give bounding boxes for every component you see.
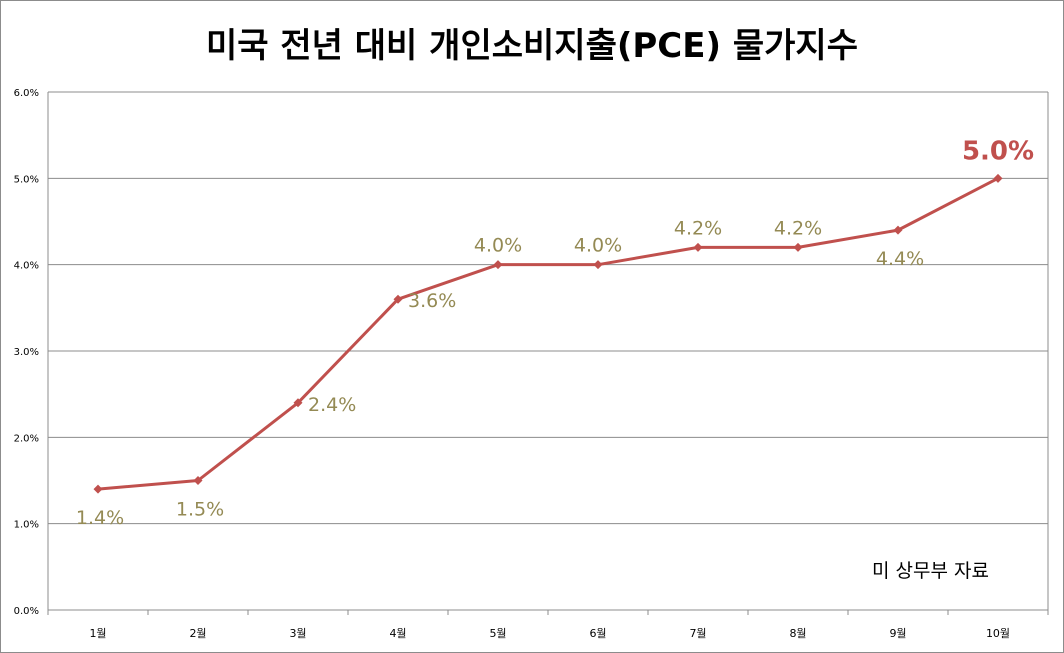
data-label: 1.4% xyxy=(76,507,124,529)
data-label: 4.4% xyxy=(876,248,924,270)
x-tick-label: 9월 xyxy=(889,627,906,640)
data-point xyxy=(393,294,403,304)
x-tick-label: 7월 xyxy=(689,627,706,640)
data-point xyxy=(893,225,903,235)
data-point xyxy=(593,260,603,270)
data-point xyxy=(993,173,1003,183)
data-label: 1.5% xyxy=(176,499,224,521)
data-point xyxy=(193,476,203,485)
data-label: 4.2% xyxy=(774,217,822,239)
x-tick-label: 2월 xyxy=(189,627,206,640)
data-point xyxy=(693,242,703,252)
y-tick-label: 5.0% xyxy=(14,174,39,185)
data-label: 5.0% xyxy=(962,136,1034,166)
x-tick-label: 6월 xyxy=(589,627,606,640)
data-point xyxy=(493,260,503,270)
data-label: 4.2% xyxy=(674,217,722,239)
y-tick-label: 0.0% xyxy=(14,606,39,617)
y-tick-label: 4.0% xyxy=(14,261,39,272)
y-tick-label: 2.0% xyxy=(14,433,39,444)
x-tick-label: 3월 xyxy=(289,627,306,640)
data-point xyxy=(793,242,803,252)
x-tick-label: 5월 xyxy=(489,627,506,640)
data-point xyxy=(93,484,103,494)
x-tick-label: 10월 xyxy=(986,627,1010,640)
data-label: 4.0% xyxy=(474,235,522,257)
data-label: 3.6% xyxy=(408,290,456,312)
series-line xyxy=(97,177,999,491)
x-tick-label: 8월 xyxy=(789,627,806,640)
y-tick-label: 3.0% xyxy=(14,347,39,358)
y-tick-label: 6.0% xyxy=(14,88,39,99)
data-point xyxy=(293,398,303,408)
y-tick-label: 1.0% xyxy=(14,520,39,531)
x-tick-label: 1월 xyxy=(89,627,106,640)
data-label: 4.0% xyxy=(574,235,622,257)
source-annotation: 미 상무부 자료 xyxy=(872,560,989,582)
data-label: 2.4% xyxy=(308,394,356,416)
x-tick-label: 4월 xyxy=(389,627,406,640)
chart-title: 미국 전년 대비 개인소비지출(PCE) 물가지수 xyxy=(205,26,858,66)
